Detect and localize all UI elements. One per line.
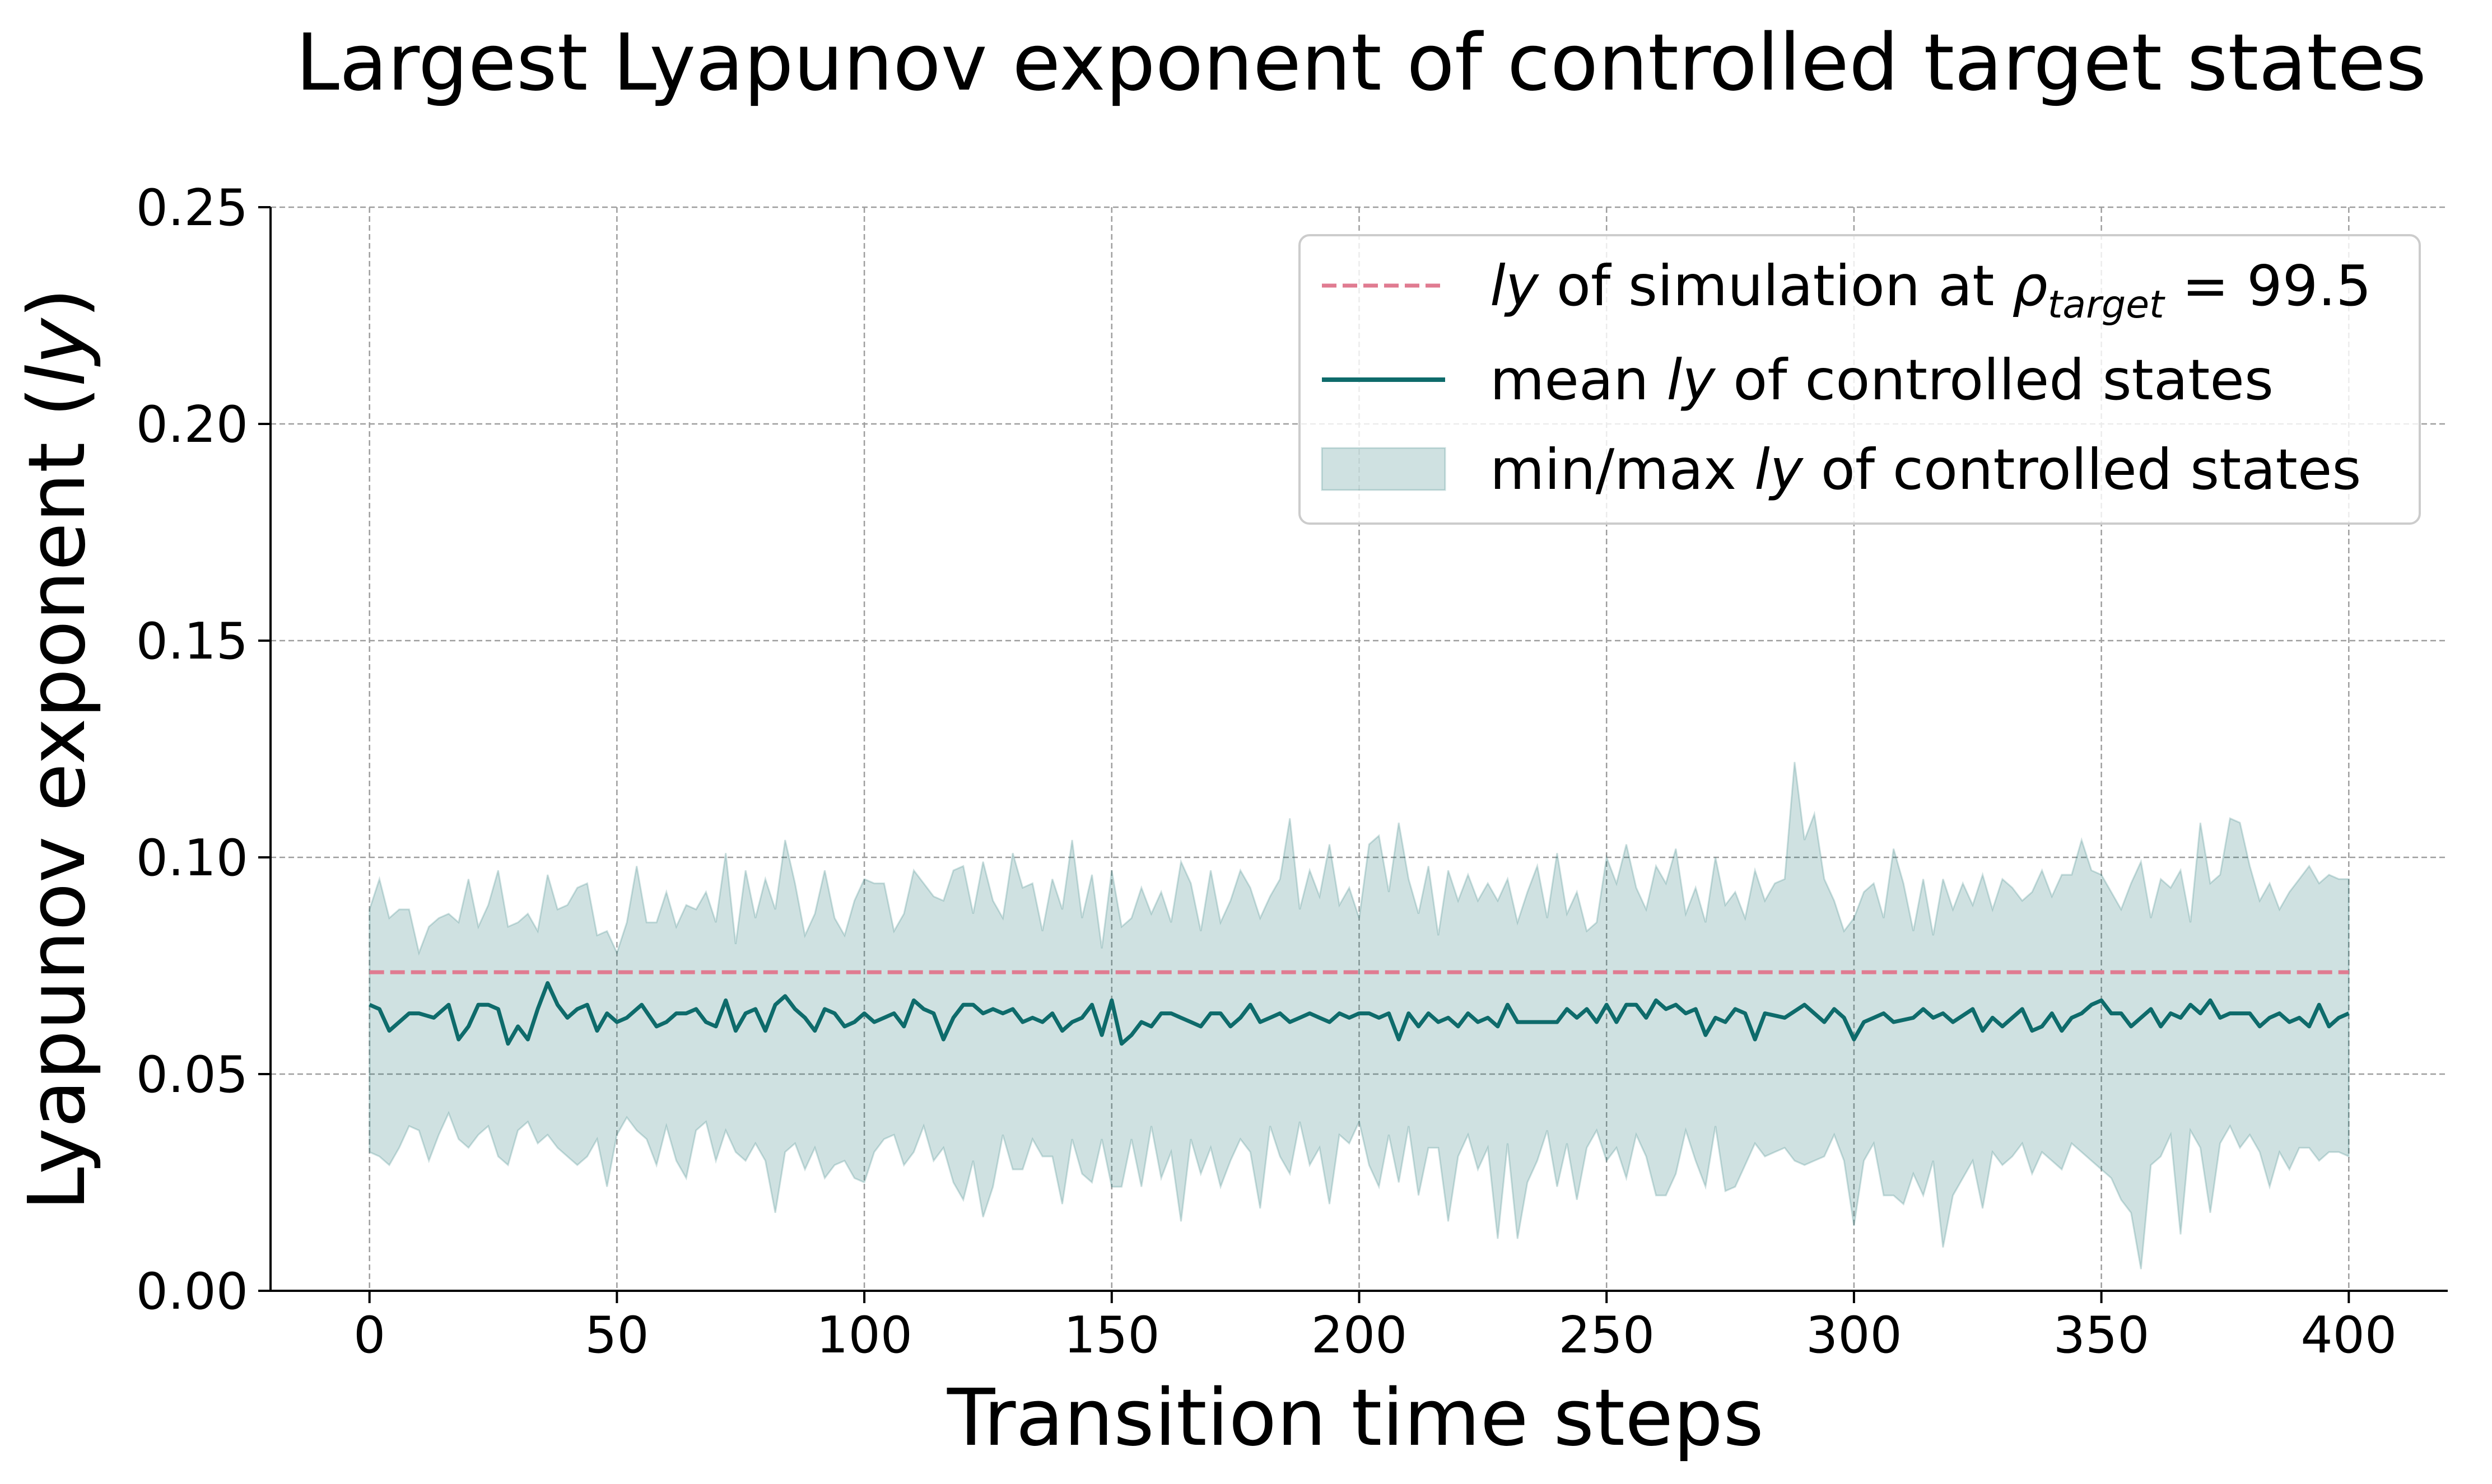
y-tick-label: 0.25 (136, 179, 248, 237)
x-tick-label: 50 (585, 1306, 649, 1365)
y-tick-label: 0.20 (136, 395, 248, 454)
y-axis-label: Lyapunov exponent (ly) (12, 288, 103, 1211)
legend-reference-pre: of simulation at (1539, 253, 2012, 319)
y-ticks: 0.00 0.05 0.10 0.15 0.20 0.25 (136, 179, 271, 1321)
min-max-band (369, 762, 2350, 1270)
x-ticks: 0 50 100 150 200 250 300 350 400 (353, 1291, 2397, 1365)
y-tick-label: 0.05 (136, 1046, 248, 1104)
legend-label-band: min/max ly of controlled states (1490, 437, 2361, 502)
legend-band-pre: min/max (1490, 437, 1754, 502)
band-layer (369, 762, 2350, 1270)
legend-reference-sub: target (2048, 283, 2165, 327)
legend-reference-eq: = 99.5 (2164, 253, 2372, 319)
y-tick-label: 0.15 (136, 612, 248, 671)
y-tick-label: 0.00 (136, 1262, 248, 1321)
chart-title: Largest Lyapunov exponent of controlled … (296, 17, 2426, 109)
legend-band-post: of controlled states (1803, 437, 2361, 502)
x-tick-label: 400 (2300, 1306, 2397, 1365)
y-tick-label: 0.10 (136, 829, 248, 888)
x-tick-label: 350 (2053, 1306, 2150, 1365)
legend-band-var: ly (1754, 437, 1804, 502)
legend: ly of simulation at ρtarget = 99.5 mean … (1298, 234, 2421, 525)
mean-layer (369, 981, 2350, 1046)
x-tick-label: 300 (1806, 1306, 1902, 1365)
x-axis-label: Transition time steps (947, 1373, 1764, 1464)
mean-line (369, 981, 2350, 1046)
legend-label-reference: ly of simulation at ρtarget = 99.5 (1490, 253, 2372, 327)
legend-label-mean: mean ly of controlled states (1490, 347, 2274, 413)
legend-mean-pre: mean (1490, 347, 1666, 413)
legend-frame (1298, 234, 2421, 525)
y-axis-label-end: ) (12, 288, 103, 319)
x-tick-label: 0 (353, 1306, 385, 1365)
x-tick-label: 150 (1064, 1306, 1160, 1365)
legend-marker-band (1321, 447, 1446, 491)
y-axis-label-main: Lyapunov exponent ( (12, 386, 103, 1211)
y-axis-label-var: ly (12, 317, 103, 386)
x-tick-label: 100 (816, 1306, 912, 1365)
legend-mean-var: ly (1666, 347, 1716, 413)
x-tick-label: 250 (1558, 1306, 1655, 1365)
legend-reference-rho: ρ (2012, 253, 2047, 319)
x-tick-label: 200 (1311, 1306, 1408, 1365)
legend-reference-var: ly (1490, 253, 1540, 319)
legend-mean-post: of controlled states (1715, 347, 2274, 413)
